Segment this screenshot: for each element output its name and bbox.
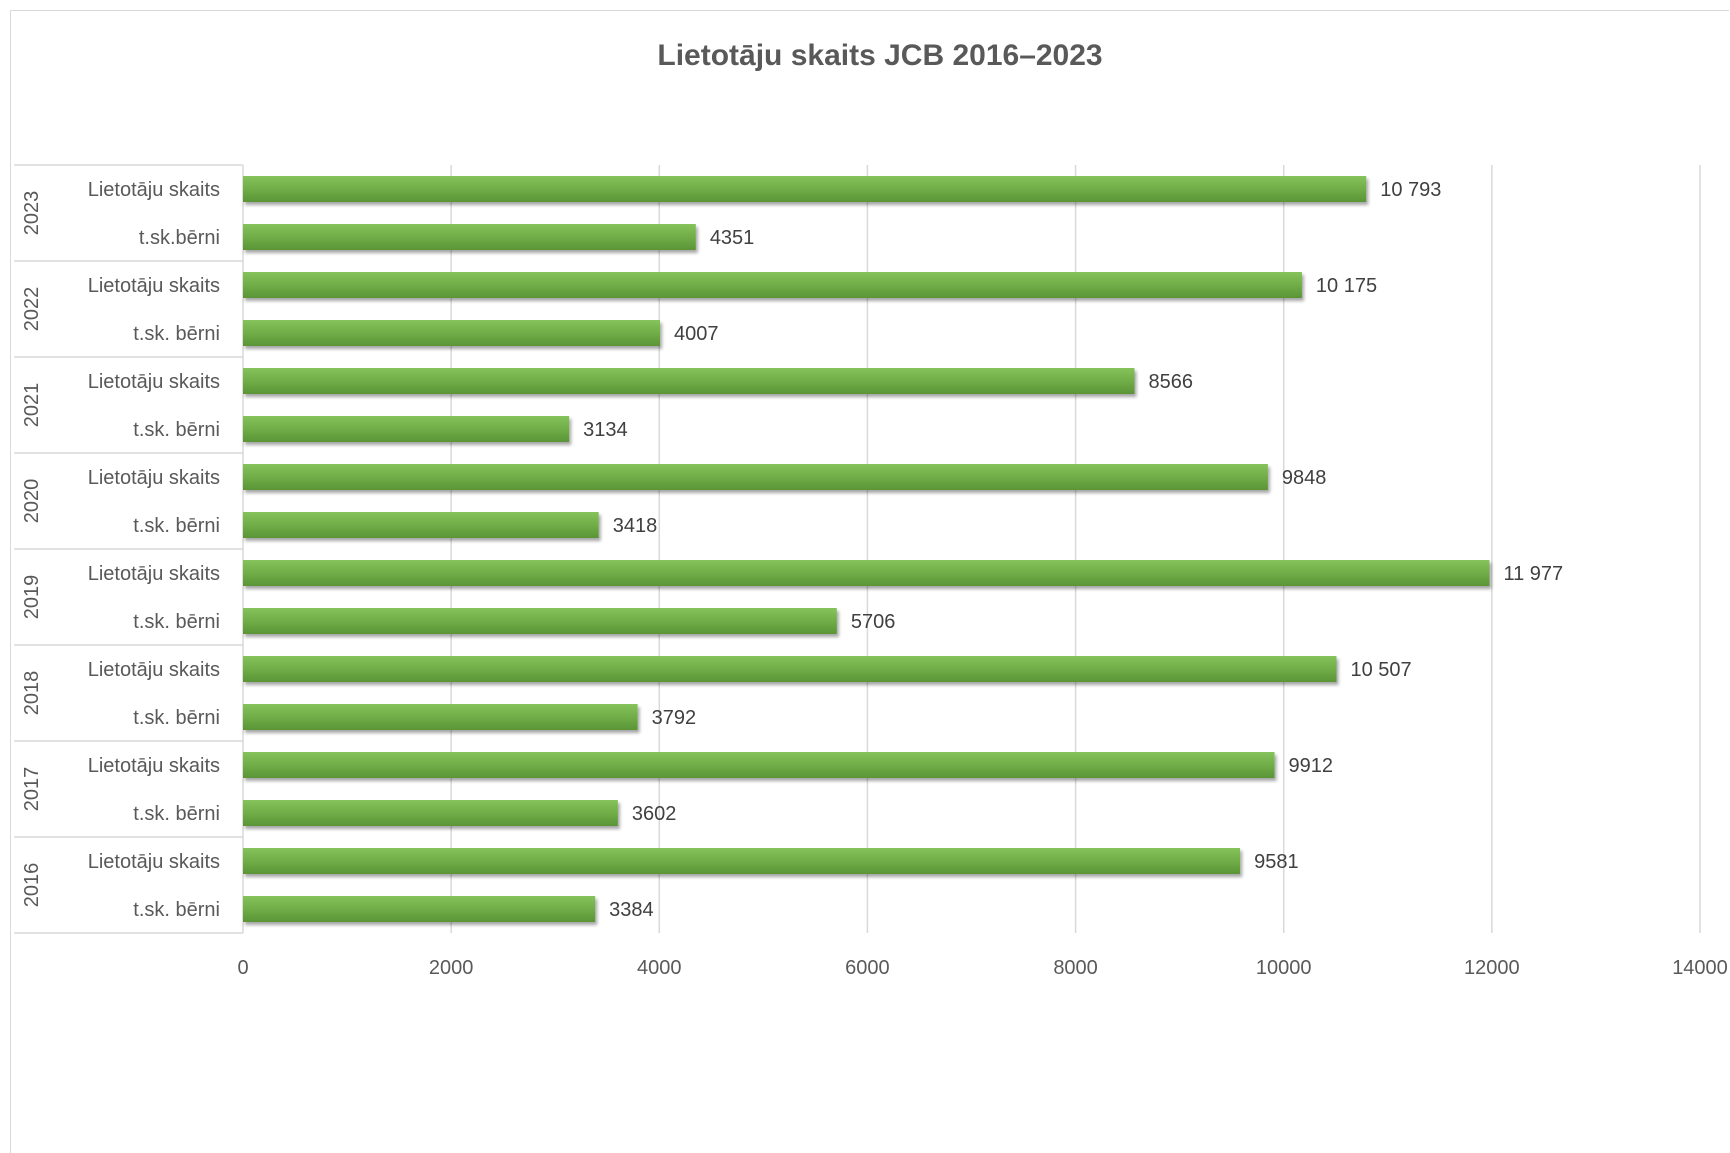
data-label: 3418 xyxy=(613,515,658,537)
data-label: 4351 xyxy=(710,227,755,249)
bar xyxy=(243,368,1135,394)
bars: 10 793 4351 10 175 4007 8566 3134 9848 3418 11 9… xyxy=(243,176,1563,922)
gridlines xyxy=(450,165,1701,933)
category-label: t.sk. bērni xyxy=(133,323,220,345)
data-label: 10 507 xyxy=(1350,659,1411,681)
year-label: 2020 xyxy=(21,479,43,524)
data-label: 9581 xyxy=(1254,851,1299,873)
category-label: Lietotāju skaits xyxy=(88,467,220,489)
bar xyxy=(243,320,661,346)
year-label: 2021 xyxy=(21,383,43,428)
x-tick-label: 14000 xyxy=(1672,957,1728,979)
year-label: 2017 xyxy=(21,767,43,812)
bar xyxy=(243,464,1268,490)
year-label: 2016 xyxy=(21,863,43,908)
data-label: 10 793 xyxy=(1380,179,1441,201)
year-label: 2018 xyxy=(21,671,43,716)
x-tick-label: 4000 xyxy=(637,957,682,979)
bar xyxy=(243,416,570,442)
category-label: Lietotāju skaits xyxy=(88,563,220,585)
bar xyxy=(243,752,1275,778)
data-label: 8566 xyxy=(1148,371,1193,393)
category-label: Lietotāju skaits xyxy=(88,659,220,681)
year-label: 2022 xyxy=(21,287,43,332)
bar xyxy=(243,608,837,634)
category-label: Lietotāju skaits xyxy=(88,275,220,297)
data-label: 11 977 xyxy=(1503,563,1563,585)
category-label: t.sk. bērni xyxy=(133,899,220,921)
x-tick-label: 8000 xyxy=(1053,957,1098,979)
bar xyxy=(243,656,1337,682)
x-tick-label: 10000 xyxy=(1256,957,1312,979)
category-axis: 2023 Lietotāju skaits t.sk.bērni 2022 Lietot… xyxy=(14,164,244,934)
data-label: 3134 xyxy=(583,419,628,441)
category-label: t.sk.bērni xyxy=(139,227,220,249)
data-label: 3792 xyxy=(652,707,697,729)
category-label: t.sk. bērni xyxy=(133,611,220,633)
category-label: Lietotāju skaits xyxy=(88,755,220,777)
x-tick-label: 0 xyxy=(237,957,248,979)
category-label: t.sk. bērni xyxy=(133,419,220,441)
year-label: 2019 xyxy=(21,575,43,620)
category-label: t.sk. bērni xyxy=(133,803,220,825)
bar xyxy=(243,848,1241,874)
bar xyxy=(243,176,1367,202)
chart-frame xyxy=(10,10,1729,1153)
x-tick-label: 6000 xyxy=(845,957,890,979)
category-label: t.sk. bērni xyxy=(133,707,220,729)
bar xyxy=(243,272,1302,298)
data-label: 4007 xyxy=(674,323,719,345)
data-label: 3602 xyxy=(632,803,677,825)
data-label: 10 175 xyxy=(1316,275,1377,297)
data-label: 3384 xyxy=(609,899,654,921)
bar xyxy=(243,800,618,826)
category-label: Lietotāju skaits xyxy=(88,371,220,393)
data-label: 9848 xyxy=(1282,467,1327,489)
bar xyxy=(243,224,696,250)
bar xyxy=(243,896,596,922)
data-label: 9912 xyxy=(1289,755,1334,777)
category-label: t.sk. bērni xyxy=(133,515,220,537)
year-label: 2023 xyxy=(21,191,43,236)
bar xyxy=(243,560,1490,586)
bar xyxy=(243,512,599,538)
bar xyxy=(243,704,638,730)
data-label: 5706 xyxy=(851,611,896,633)
category-label: Lietotāju skaits xyxy=(88,851,220,873)
x-tick-label: 2000 xyxy=(429,957,474,979)
chart-title: Lietotāju skaits JCB 2016–2023 xyxy=(657,39,1102,72)
x-axis-ticks: 0 2000 4000 6000 8000 10000 12000 14000 xyxy=(237,957,1727,979)
category-label: Lietotāju skaits xyxy=(88,179,220,201)
x-tick-label: 12000 xyxy=(1464,957,1520,979)
